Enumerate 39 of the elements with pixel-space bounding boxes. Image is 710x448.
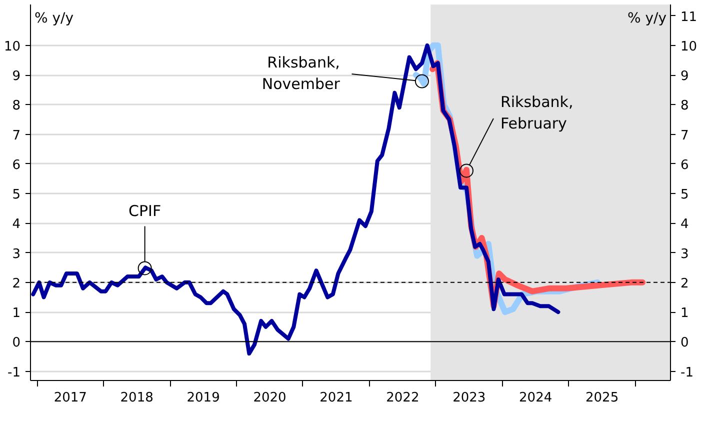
- x-tick-label: 2024: [519, 390, 552, 406]
- x-tick-label: 2017: [54, 390, 87, 406]
- y-tick-label: 6: [12, 158, 21, 173]
- y2-tick-label: 3: [680, 246, 689, 262]
- y2-axis-title: % y/y: [627, 10, 667, 26]
- y-tick-label: 5: [12, 188, 21, 203]
- y-tick-label: 9: [12, 69, 21, 84]
- x-tick-label: 2023: [452, 390, 486, 406]
- y-tick-label: 0: [12, 336, 21, 351]
- y2-tick-label: 1: [680, 306, 689, 322]
- y2-tick-label: 11: [680, 10, 698, 25]
- y2-tick-label: 2: [680, 276, 689, 292]
- annotation: Riksbank, November: [262, 53, 341, 94]
- annotation: Riksbank, February: [500, 92, 574, 133]
- x-tick-label: 2018: [120, 390, 154, 406]
- y-tick-label: -1: [8, 365, 21, 380]
- y2-tick-label: 6: [680, 158, 689, 173]
- y-tick-label: 4: [12, 217, 21, 232]
- y-tick-label: 2: [12, 276, 21, 292]
- x-tick-label: 2025: [586, 390, 619, 406]
- y2-tick-label: 4: [680, 217, 689, 232]
- annotation: CPIF: [128, 202, 162, 220]
- y-axis-title: % y/y: [34, 10, 74, 26]
- y2-tick-label: 9: [680, 69, 689, 84]
- y2-tick-label: 5: [680, 188, 689, 203]
- y2-tick-label: 7: [680, 128, 689, 144]
- y2-tick-label: -1: [680, 365, 694, 380]
- y-tick-label: 3: [12, 246, 21, 262]
- y-tick-label: 10: [4, 39, 21, 54]
- y2-tick-label: 0: [680, 336, 689, 351]
- y2-tick-label: 10: [680, 39, 698, 54]
- y-tick-label: 7: [12, 128, 21, 144]
- y-tick-label: 1: [12, 306, 21, 322]
- x-tick-label: 2020: [253, 390, 286, 406]
- y2-tick-label: 8: [680, 98, 689, 114]
- x-tick-label: 2022: [386, 390, 420, 406]
- x-tick-label: 2021: [320, 390, 353, 406]
- x-tick-label: 2019: [186, 390, 220, 406]
- y-tick-label: 8: [12, 98, 21, 114]
